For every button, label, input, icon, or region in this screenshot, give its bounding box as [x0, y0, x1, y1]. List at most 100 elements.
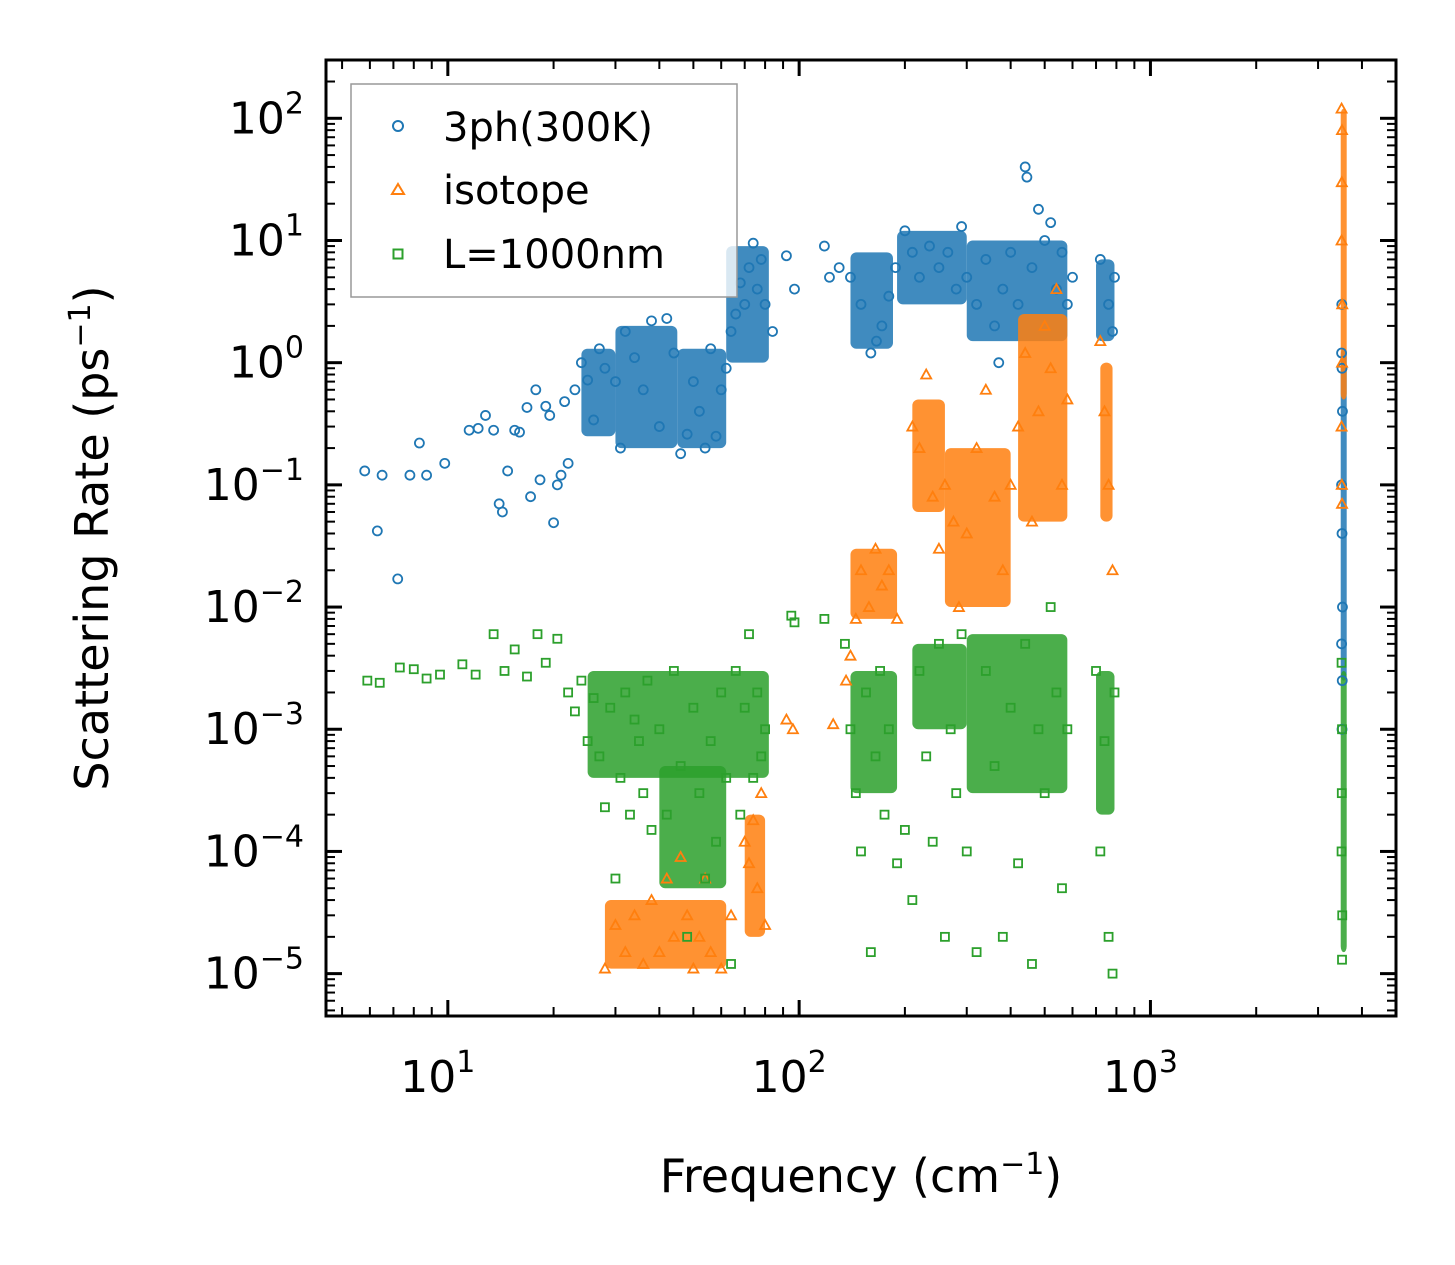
point-isotope — [1038, 319, 1052, 331]
point-3ph — [548, 517, 559, 529]
y-tick-label: 10−1 — [204, 453, 304, 511]
point-3ph — [376, 469, 388, 481]
point-boundary — [1033, 724, 1044, 735]
point-boundary — [850, 788, 861, 799]
point-isotope — [1335, 101, 1349, 114]
point-isotope — [1335, 355, 1349, 368]
point-3ph — [480, 410, 491, 421]
point-3ph — [610, 376, 621, 388]
point-boundary — [760, 724, 770, 735]
point-3ph — [551, 479, 563, 491]
point-isotope — [970, 441, 984, 453]
point-isotope — [932, 541, 946, 554]
point-3ph — [525, 491, 536, 503]
point-boundary — [470, 669, 481, 680]
point-isotope — [912, 441, 926, 453]
point-isotope — [686, 961, 700, 974]
point-boundary — [594, 751, 605, 762]
point-isotope — [826, 717, 840, 730]
point-boundary — [688, 702, 699, 713]
y-tick-label: 101 — [229, 208, 304, 266]
point-3ph — [730, 308, 742, 320]
series-2 — [362, 602, 1348, 979]
y-axis-title: Scattering Rate (ps−1) — [63, 285, 119, 790]
point-3ph — [743, 262, 755, 273]
point-isotope — [862, 600, 876, 612]
point-boundary — [875, 666, 885, 676]
point-boundary — [956, 629, 967, 640]
point-isotope — [946, 514, 961, 527]
y-tick-label: 102 — [229, 86, 304, 144]
point-boundary — [1051, 687, 1062, 698]
point-boundary — [540, 657, 551, 668]
density-band — [744, 814, 766, 937]
point-3ph — [414, 437, 425, 449]
point-3ph — [1337, 601, 1348, 613]
point-isotope — [1031, 404, 1045, 417]
legend-frame — [350, 83, 738, 298]
point-isotope — [979, 382, 993, 395]
point-boundary — [394, 662, 405, 673]
point-3ph — [540, 400, 552, 412]
point-isotope — [919, 367, 933, 380]
point-3ph — [359, 465, 371, 477]
point-3ph — [569, 384, 581, 396]
point-isotope — [1018, 346, 1032, 358]
point-3ph — [653, 421, 665, 432]
point-3ph — [720, 362, 732, 374]
density-band — [966, 634, 1068, 794]
point-boundary — [629, 714, 640, 725]
point-3ph — [668, 347, 680, 359]
density-band — [1018, 314, 1068, 522]
point-isotope — [1335, 175, 1349, 188]
point-3ph — [705, 343, 717, 355]
point-isotope — [742, 856, 756, 869]
point-boundary — [945, 724, 956, 735]
point-isotope — [926, 489, 940, 502]
point-boundary — [997, 931, 1008, 942]
point-isotope — [1097, 404, 1112, 417]
point-3ph — [404, 469, 416, 481]
point-boundary — [1005, 702, 1016, 713]
point-3ph — [534, 474, 546, 486]
point-3ph — [1337, 405, 1348, 417]
point-boundary — [735, 809, 746, 820]
x-tick-label: 102 — [752, 1045, 827, 1103]
point-3ph — [818, 240, 830, 252]
point-boundary — [921, 751, 932, 762]
point-3ph — [619, 326, 631, 337]
point-boundary — [625, 809, 635, 820]
point-boundary — [563, 687, 574, 698]
point-boundary — [961, 846, 972, 857]
point-3ph — [472, 422, 484, 434]
point-3ph — [599, 362, 611, 374]
point-3ph — [1019, 161, 1031, 173]
point-boundary — [756, 751, 767, 762]
point-isotope — [652, 945, 666, 958]
point-boundary — [752, 687, 763, 698]
point-boundary — [940, 931, 950, 942]
point-3ph — [715, 384, 727, 396]
point-boundary — [600, 802, 610, 813]
point-isotope — [875, 578, 889, 591]
point-isotope — [680, 908, 694, 921]
point-boundary — [865, 947, 876, 958]
y-tick-label: 10−2 — [204, 575, 304, 633]
point-boundary — [1045, 602, 1056, 612]
point-isotope — [1060, 392, 1074, 405]
density-band — [659, 766, 727, 889]
y-tick-label: 100 — [229, 331, 304, 389]
point-boundary — [1109, 687, 1120, 698]
point-isotope — [1055, 478, 1069, 490]
point-isotope — [1335, 496, 1349, 509]
point-3ph — [530, 384, 542, 396]
point-3ph — [1033, 203, 1044, 215]
point-3ph — [789, 283, 800, 295]
point-boundary — [1336, 657, 1347, 668]
point-boundary — [856, 846, 866, 857]
point-isotope — [1335, 419, 1349, 432]
density-band — [1100, 362, 1113, 522]
point-isotope — [628, 908, 642, 921]
point-3ph — [899, 225, 911, 237]
point-boundary — [971, 947, 982, 958]
